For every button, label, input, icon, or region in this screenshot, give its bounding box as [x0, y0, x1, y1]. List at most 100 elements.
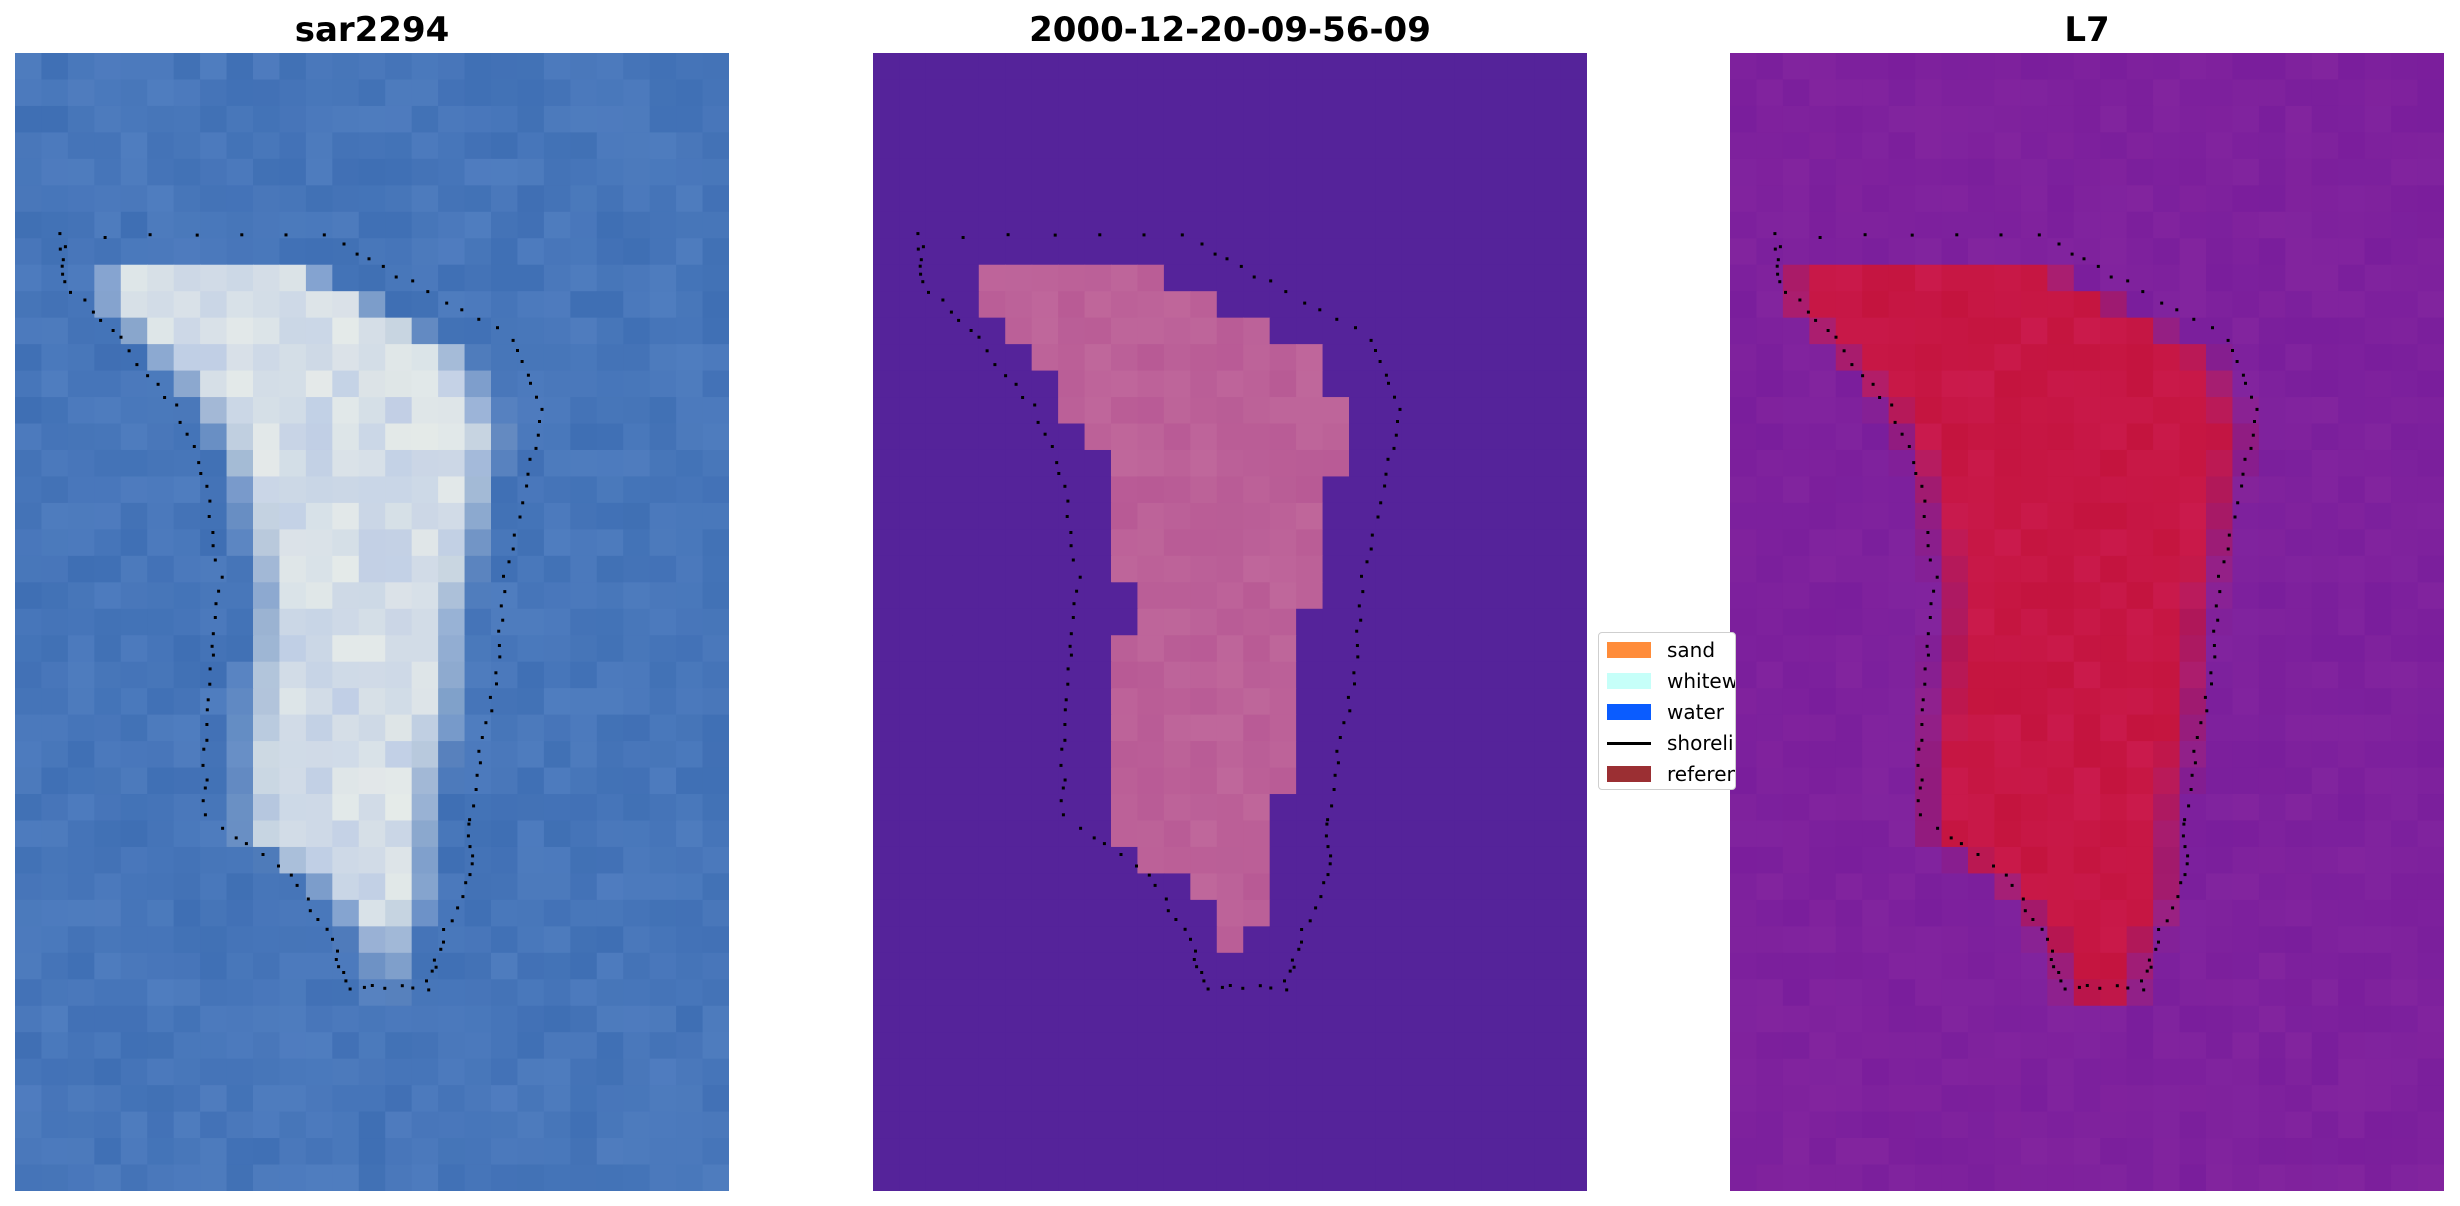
pixel-tile — [15, 211, 43, 239]
pixel-tile — [120, 714, 148, 742]
shoreline-dot — [1360, 574, 1363, 578]
pixel-tile — [1782, 53, 1810, 81]
pixel-tile — [1322, 291, 1350, 319]
pixel-tile — [2073, 132, 2101, 160]
pixel-tile — [67, 635, 95, 663]
pixel-tile — [120, 238, 148, 266]
shoreline-dot — [146, 374, 150, 378]
shoreline-dot — [342, 242, 346, 246]
shoreline-dot — [434, 965, 438, 969]
pixel-tile — [1190, 635, 1218, 663]
pixel-tile — [596, 264, 624, 292]
pixel-tile — [1031, 820, 1059, 848]
shoreline-dot — [1359, 618, 1363, 622]
pixel-tile — [1401, 582, 1429, 610]
pixel-tile — [94, 1032, 122, 1060]
pixel-tile — [2126, 873, 2154, 901]
pixel-tile — [1994, 926, 2022, 954]
pixel-tile — [226, 635, 254, 663]
pixel-tile — [1269, 1164, 1297, 1191]
pixel-tile — [1401, 423, 1429, 451]
pixel-tile — [1163, 582, 1191, 610]
pixel-tile — [358, 158, 386, 186]
pixel-tile — [1809, 820, 1837, 848]
pixel-tile — [2338, 317, 2366, 345]
pixel-tile — [702, 714, 729, 742]
shoreline-dot — [2195, 736, 2199, 739]
pixel-tile — [570, 661, 598, 689]
pixel-tile — [925, 1058, 953, 1086]
pixel-tile — [385, 476, 413, 504]
pixel-tile — [517, 344, 545, 372]
pixel-tile — [1322, 502, 1350, 530]
rgb-satellite-image — [15, 53, 729, 1191]
pixel-tile — [1888, 529, 1916, 557]
pixel-tile — [978, 264, 1006, 292]
pixel-tile — [978, 1005, 1006, 1033]
pixel-tile — [2020, 317, 2048, 345]
pixel-tile — [2047, 1085, 2075, 1113]
shoreline-dot — [2226, 547, 2230, 551]
pixel-tile — [1058, 661, 1086, 689]
pixel-tile — [1560, 370, 1587, 398]
pixel-tile — [1322, 53, 1350, 81]
pixel-tile — [1375, 820, 1403, 848]
pixel-tile — [570, 158, 598, 186]
pixel-tile — [2206, 449, 2234, 478]
pixel-tile — [2153, 291, 2181, 319]
pixel-tile — [2311, 926, 2339, 954]
pixel-tile — [2338, 767, 2366, 795]
pixel-tile — [1454, 476, 1482, 504]
pixel-tile — [358, 529, 386, 557]
pixel-tile — [1454, 635, 1482, 663]
shoreline-dot — [1063, 708, 1067, 712]
pixel-tile — [1534, 1138, 1562, 1166]
pixel-tile — [1560, 846, 1587, 875]
pixel-tile — [226, 291, 254, 319]
pixel-tile — [596, 767, 624, 795]
pixel-tile — [1216, 79, 1244, 107]
pixel-tile — [1401, 1005, 1429, 1033]
pixel-tile — [15, 767, 43, 795]
shoreline-dot — [277, 864, 280, 868]
pixel-tile — [570, 1032, 598, 1060]
pixel-tile — [94, 264, 122, 292]
pixel-tile — [1782, 370, 1810, 398]
pixel-tile — [226, 397, 254, 425]
pixel-tile — [2338, 502, 2366, 530]
shoreline-dot — [2023, 909, 2027, 913]
pixel-tile — [873, 952, 901, 980]
pixel-tile — [1111, 185, 1139, 213]
pixel-tile — [676, 79, 704, 107]
pixel-tile — [2285, 317, 2313, 345]
pixel-tile — [1835, 846, 1863, 875]
pixel-tile — [2338, 741, 2366, 769]
pixel-tile — [2179, 688, 2207, 716]
pixel-tile — [173, 820, 201, 848]
pixel-tile — [1190, 185, 1218, 213]
pixel-tile — [1031, 979, 1059, 1007]
pixel-tile — [2417, 264, 2444, 292]
pixel-tile — [41, 555, 69, 583]
pixel-tile — [1269, 105, 1297, 133]
pixel-tile — [1084, 979, 1112, 1007]
pixel-tile — [41, 158, 69, 186]
pixel-tile — [873, 423, 901, 451]
pixel-tile — [2338, 979, 2366, 1007]
pixel-tile — [1163, 820, 1191, 848]
pixel-tile — [899, 661, 927, 689]
pixel-tile — [332, 688, 360, 716]
shoreline-dot — [993, 363, 997, 367]
pixel-tile — [1216, 661, 1244, 689]
pixel-tile — [1782, 1085, 1810, 1113]
pixel-tile — [1031, 476, 1059, 504]
pixel-tile — [2258, 820, 2286, 848]
pixel-tile — [702, 476, 729, 504]
pixel-tile — [491, 423, 519, 451]
pixel-tile — [2417, 397, 2444, 425]
pixel-tile — [1243, 1085, 1271, 1113]
pixel-tile — [1534, 53, 1562, 81]
pixel-tile — [2100, 688, 2128, 716]
pixel-tile — [2258, 476, 2286, 504]
pixel-tile — [2417, 502, 2444, 530]
